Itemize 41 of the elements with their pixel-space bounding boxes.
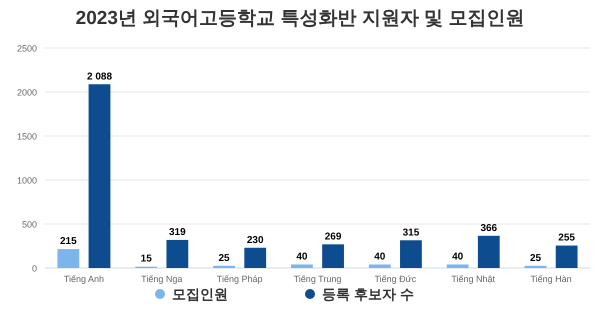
bar [446,264,469,268]
y-tick-label: 0 [32,264,37,274]
x-tick-label: Tiếng Hàn [530,274,572,284]
data-label: 25 [218,252,230,264]
data-label: 366 [480,222,498,234]
bar [368,264,391,268]
x-tick-label: Tiếng Nhật [451,274,496,284]
bar [478,236,500,268]
bar [322,244,344,268]
data-label: 230 [246,234,264,246]
data-label: 40 [452,251,464,262]
y-tick-label: 1000 [16,176,37,186]
legend-label: 모집인원 [172,286,228,302]
bar [57,249,80,268]
y-tick-label: 2500 [16,44,37,54]
x-tick-label: Tiếng Đức [374,274,417,284]
data-label: 215 [60,236,78,248]
data-label: 2 088 [86,71,112,82]
bar [244,248,266,268]
x-tick-label: Tiếng Trung [294,274,342,284]
y-tick-label: 1500 [16,132,37,142]
bar [166,240,188,268]
data-label: 15 [140,254,152,265]
y-tick-label: 500 [22,220,37,230]
legend-label: 등록 후보자 수 [322,286,414,302]
data-label: 255 [558,232,576,244]
data-label: 40 [374,251,386,262]
chart-title: 2023년 외국어고등학교 특성화반 지원자 및 모집인원 [76,8,524,29]
x-tick-label: Tiếng Nga [141,274,182,284]
y-tick-label: 2000 [16,88,37,98]
bar [291,264,313,268]
data-label: 269 [324,231,342,242]
data-label: 315 [402,227,420,238]
data-label: 319 [169,226,186,238]
bar [400,240,422,268]
bar [556,246,578,268]
bar [88,84,110,268]
x-tick-label: Tiếng Pháp [216,274,262,284]
x-tick-label: Tiếng Anh [64,274,104,284]
data-label: 25 [530,252,542,264]
data-label: 40 [296,251,308,262]
